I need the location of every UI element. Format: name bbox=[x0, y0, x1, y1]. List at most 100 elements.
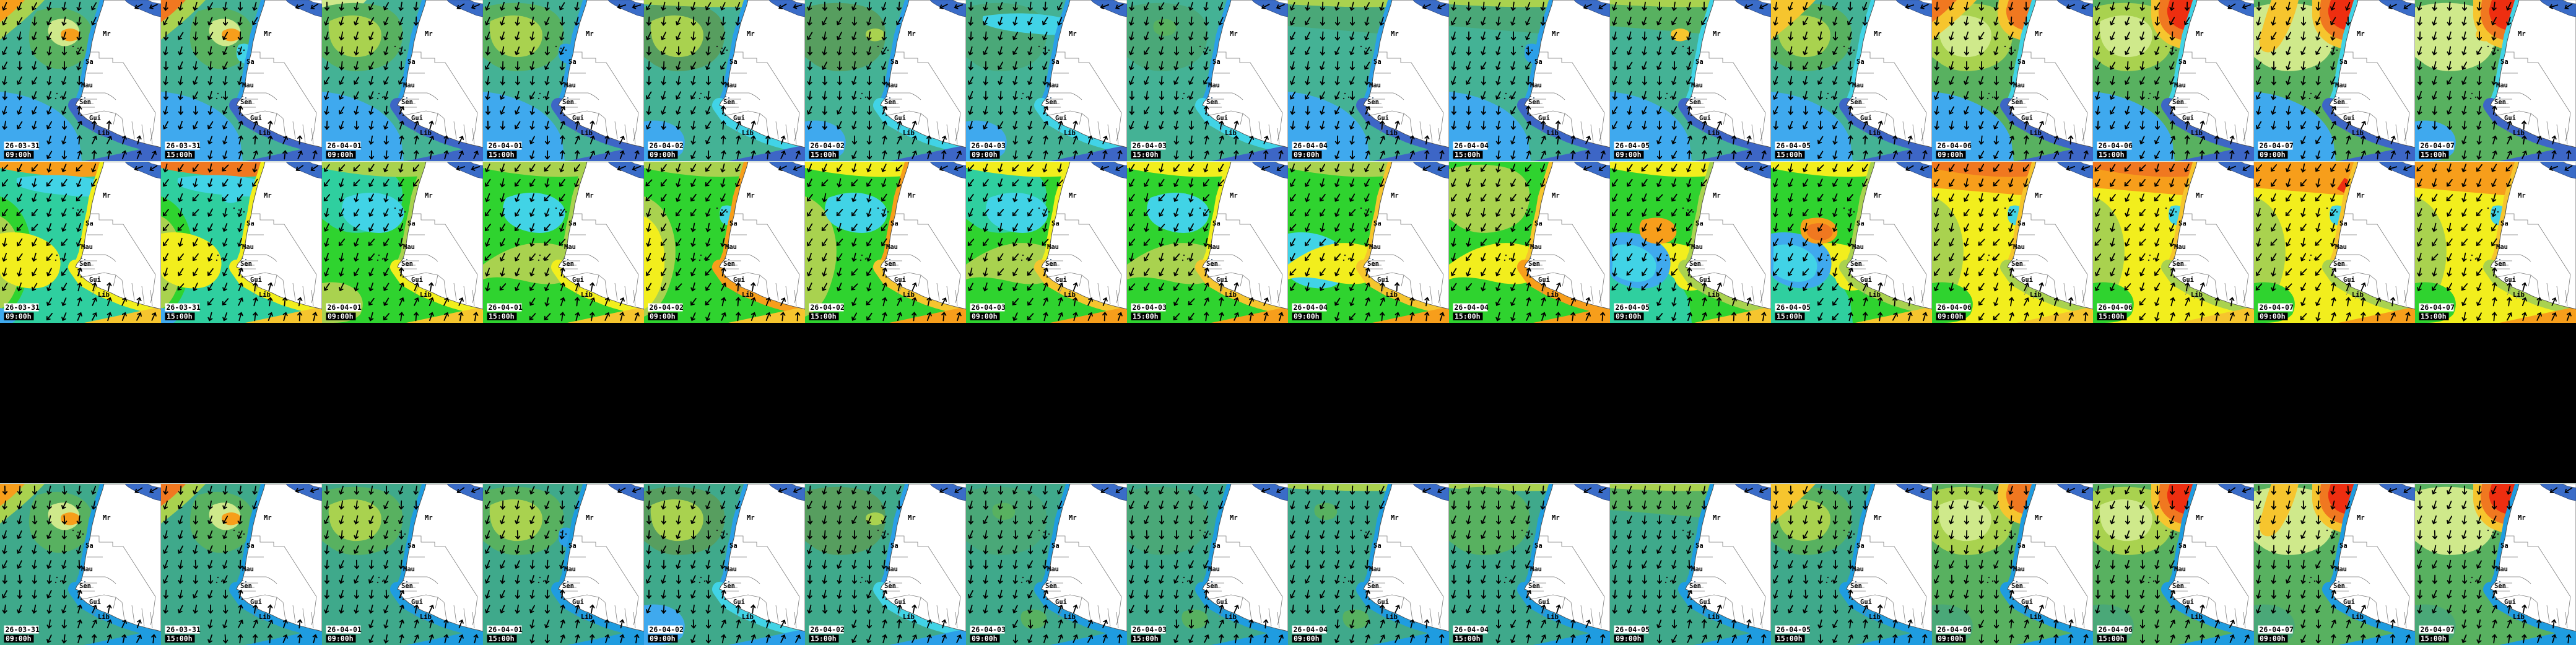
region-label-sa: Sa bbox=[890, 220, 899, 227]
region-label-sa: Sa bbox=[1051, 542, 1060, 550]
region-label-lib: Lib bbox=[420, 613, 432, 621]
time-label: 15:00h bbox=[1133, 634, 1159, 643]
region-label-mr: Mr bbox=[747, 30, 755, 38]
region-label-mr: Mr bbox=[264, 30, 272, 38]
region-label-lib: Lib bbox=[1547, 129, 1559, 137]
date-label: 26-04-04 bbox=[1455, 303, 1489, 312]
time-label: 15:00h bbox=[1455, 634, 1481, 643]
region-label-sen: Sen bbox=[2494, 99, 2506, 106]
region-label-sa: Sa bbox=[1695, 220, 1704, 227]
region-label-sa: Sa bbox=[1212, 58, 1221, 66]
region-label-mau: Mau bbox=[403, 566, 415, 573]
date-label: 26-04-04 bbox=[1455, 625, 1489, 634]
region-label-gui: Gui bbox=[411, 115, 423, 122]
date-label: 26-04-07 bbox=[2421, 141, 2455, 150]
region-label-sa: Sa bbox=[1695, 58, 1704, 66]
region-label-sen: Sen bbox=[79, 99, 91, 106]
date-label: 26-03-31 bbox=[6, 141, 40, 150]
region-label-mr: Mr bbox=[586, 30, 594, 38]
region-label-mr: Mr bbox=[103, 192, 111, 200]
region-label-lib: Lib bbox=[581, 129, 593, 137]
region-label-mau: Mau bbox=[403, 82, 415, 89]
time-label: 15:00h bbox=[167, 634, 193, 643]
region-label-mau: Mau bbox=[1852, 244, 1864, 251]
region-label-sa: Sa bbox=[246, 542, 255, 550]
region-label-sen: Sen bbox=[240, 260, 252, 268]
region-label-mau: Mau bbox=[2496, 244, 2508, 251]
date-label: 26-04-06 bbox=[2099, 625, 2133, 634]
time-label: 15:00h bbox=[1133, 312, 1159, 321]
time-label: 09:00h bbox=[650, 634, 676, 643]
time-label: 15:00h bbox=[2099, 151, 2125, 159]
time-label: 15:00h bbox=[489, 634, 515, 643]
region-label-gui: Gui bbox=[2343, 115, 2355, 122]
date-label: 26-04-07 bbox=[2421, 625, 2455, 634]
region-label-mr: Mr bbox=[1874, 192, 1882, 200]
region-label-mr: Mr bbox=[2357, 30, 2365, 38]
region-label-sen: Sen bbox=[2011, 260, 2023, 268]
region-label-mr: Mr bbox=[1713, 30, 1721, 38]
region-label-sen: Sen bbox=[1850, 260, 1862, 268]
time-label: 15:00h bbox=[1777, 312, 1803, 321]
region-label-lib: Lib bbox=[1869, 291, 1881, 299]
region-label-sen: Sen bbox=[2333, 582, 2345, 590]
date-label: 26-04-01 bbox=[489, 625, 523, 634]
region-label-mau: Mau bbox=[564, 244, 576, 251]
region-label-sen: Sen bbox=[1850, 99, 1862, 106]
field-blob-ulB bbox=[1449, 165, 1530, 233]
region-label-sen: Sen bbox=[240, 99, 252, 106]
region-label-mr: Mr bbox=[586, 514, 594, 522]
time-label: 15:00h bbox=[489, 151, 515, 159]
field-blob-ulB bbox=[1127, 3, 1208, 71]
region-label-mr: Mr bbox=[1552, 192, 1560, 200]
